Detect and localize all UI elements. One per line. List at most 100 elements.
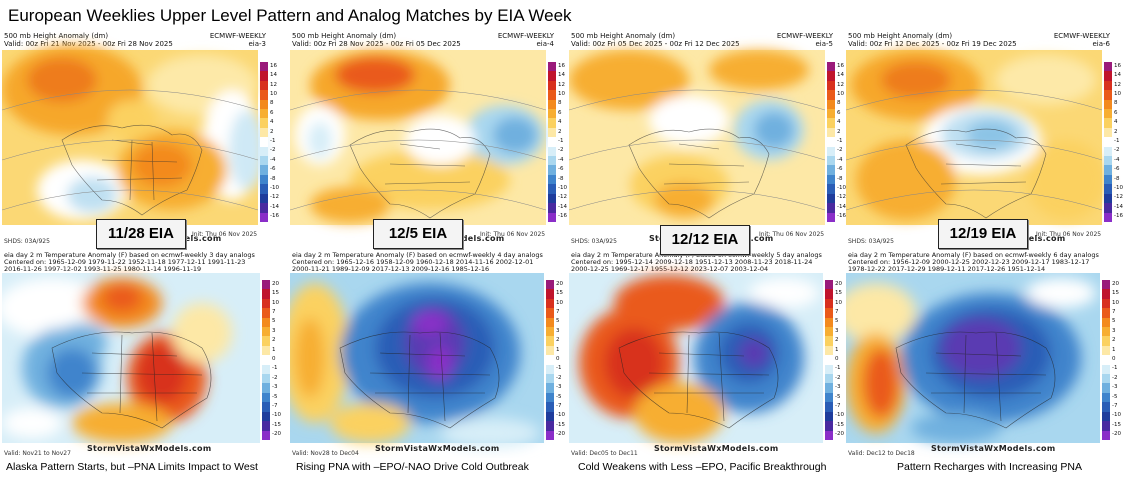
color-swatch (827, 212, 835, 222)
scale-tick-label: -10 (835, 412, 844, 419)
scale-tick-label: 10 (1112, 299, 1119, 306)
color-swatch (260, 71, 268, 81)
color-swatch (1104, 146, 1112, 157)
eia-week-label-2: 12/5 EIA (373, 219, 463, 249)
analog-title: eia day 2 m Temperature Anomaly (F) base… (571, 251, 822, 259)
color-swatch (260, 99, 268, 110)
caption-1: Alaska Pattern Starts, but –PNA Limits I… (6, 461, 258, 473)
valid-range: Valid: Dec12 to Dec18 (848, 450, 915, 457)
height-map-panel-2: 500 mb Height Anomaly (dm) Valid: 00z Fr… (290, 30, 568, 245)
scale-tick-label: 16 (270, 62, 277, 69)
scale-tick-label: 5 (835, 318, 839, 325)
scale-tick-label: -12 (270, 194, 279, 201)
color-swatch (546, 355, 554, 365)
color-swatch (1104, 174, 1112, 185)
color-swatch (1104, 193, 1112, 204)
scale-tick-label: 0 (272, 356, 276, 362)
color-swatch (1102, 298, 1110, 309)
scale-tick-label: -5 (1112, 393, 1118, 400)
color-swatch (260, 146, 268, 157)
scale-tick-label: 6 (270, 109, 274, 116)
color-swatch (827, 90, 835, 100)
scale-tick-label: 1 (272, 346, 276, 353)
scale-tick-label: -3 (272, 384, 278, 391)
scale-tick-label: -12 (1114, 194, 1123, 201)
color-swatch (548, 99, 556, 110)
color-swatch (825, 392, 833, 403)
eia-week-label-4: 12/19 EIA (938, 219, 1028, 249)
analog-title: eia day 2 m Temperature Anomaly (F) base… (4, 251, 255, 259)
scale-tick-label: -20 (835, 431, 844, 438)
scale-tick-label: 10 (558, 90, 565, 97)
scale-tick-label: -4 (558, 156, 564, 163)
color-swatch (827, 80, 835, 91)
color-swatch (546, 317, 554, 328)
color-swatch (262, 421, 270, 431)
color-swatch (262, 383, 270, 393)
scale-tick-label: -16 (270, 213, 279, 220)
scale-tick-label: 2 (835, 337, 839, 344)
scale-tick-label: 0 (556, 356, 560, 362)
scale-tick-label: 2 (558, 128, 562, 135)
color-swatch (260, 174, 268, 185)
color-swatch (1102, 308, 1110, 318)
color-swatch (260, 137, 268, 147)
color-swatch (827, 118, 835, 128)
scale-tick-label: 15 (272, 290, 279, 297)
scale-tick-label: -20 (272, 431, 281, 438)
color-swatch (1102, 430, 1110, 440)
temp-color-scale (262, 280, 270, 440)
temp-map-panel-2: eia day 2 m Temperature Anomaly (F) base… (290, 250, 568, 458)
watermark: StormVistaWxModels.com (654, 444, 779, 453)
color-swatch (825, 308, 833, 318)
color-swatch (827, 109, 835, 119)
scale-tick-label: -7 (1112, 403, 1118, 410)
color-swatch (1102, 402, 1110, 412)
scale-tick-label: -14 (837, 203, 846, 210)
color-swatch (825, 280, 833, 290)
scale-tick-label: -6 (1114, 166, 1120, 173)
color-swatch (260, 109, 268, 119)
scale-tick-label: -14 (1114, 203, 1123, 210)
temperature-anomaly-map (2, 273, 260, 443)
map-title: 500 mb Height Anomaly (dm) (292, 32, 397, 40)
scale-tick-label: 2 (1112, 337, 1116, 344)
scale-tick-label: -4 (837, 156, 843, 163)
color-swatch (827, 193, 835, 204)
scale-tick-label: 4 (837, 119, 841, 126)
color-swatch (827, 156, 835, 166)
scale-tick-label: -12 (837, 194, 846, 201)
scale-tick-label: 10 (1114, 90, 1121, 97)
color-swatch (262, 298, 270, 309)
scale-tick-label: -8 (837, 175, 843, 182)
init-time: Init: Thu 06 Nov 2025 (1036, 231, 1102, 238)
scale-tick-label: -5 (272, 393, 278, 400)
scale-tick-label: 8 (558, 100, 562, 107)
color-swatch (548, 212, 556, 222)
color-swatch (825, 298, 833, 309)
scale-tick-label: -8 (558, 175, 564, 182)
height-anomaly-map (2, 45, 265, 225)
color-swatch (825, 289, 833, 299)
scale-tick-label: -2 (1112, 374, 1118, 381)
scale-tick-label: -2 (1114, 147, 1120, 154)
scale-tick-label: 2 (270, 128, 274, 135)
scale-tick-label: 0 (835, 356, 839, 362)
scale-tick-label: -6 (270, 166, 276, 173)
eia-week-label-1: 11/28 EIA (96, 219, 186, 249)
model-name: ECMWF-WEEKLY (1053, 32, 1110, 40)
scale-tick-label: 6 (1114, 109, 1118, 116)
color-swatch (1102, 383, 1110, 393)
temp-map-panel-3: eia day 2 m Temperature Anomaly (F) base… (569, 250, 847, 458)
scale-tick-label: 20 (1112, 280, 1119, 287)
scale-tick-label: -10 (1114, 185, 1123, 192)
scale-tick-label: 10 (270, 90, 277, 97)
scale-tick-label: 8 (270, 100, 274, 107)
color-swatch (825, 430, 833, 440)
watermark: StormVistaWxModels.com (375, 444, 500, 453)
color-swatch (546, 421, 554, 431)
color-swatch (546, 345, 554, 356)
valid-range: Valid: Dec05 to Dec11 (571, 450, 638, 457)
color-swatch (260, 184, 268, 194)
color-swatch (827, 99, 835, 110)
